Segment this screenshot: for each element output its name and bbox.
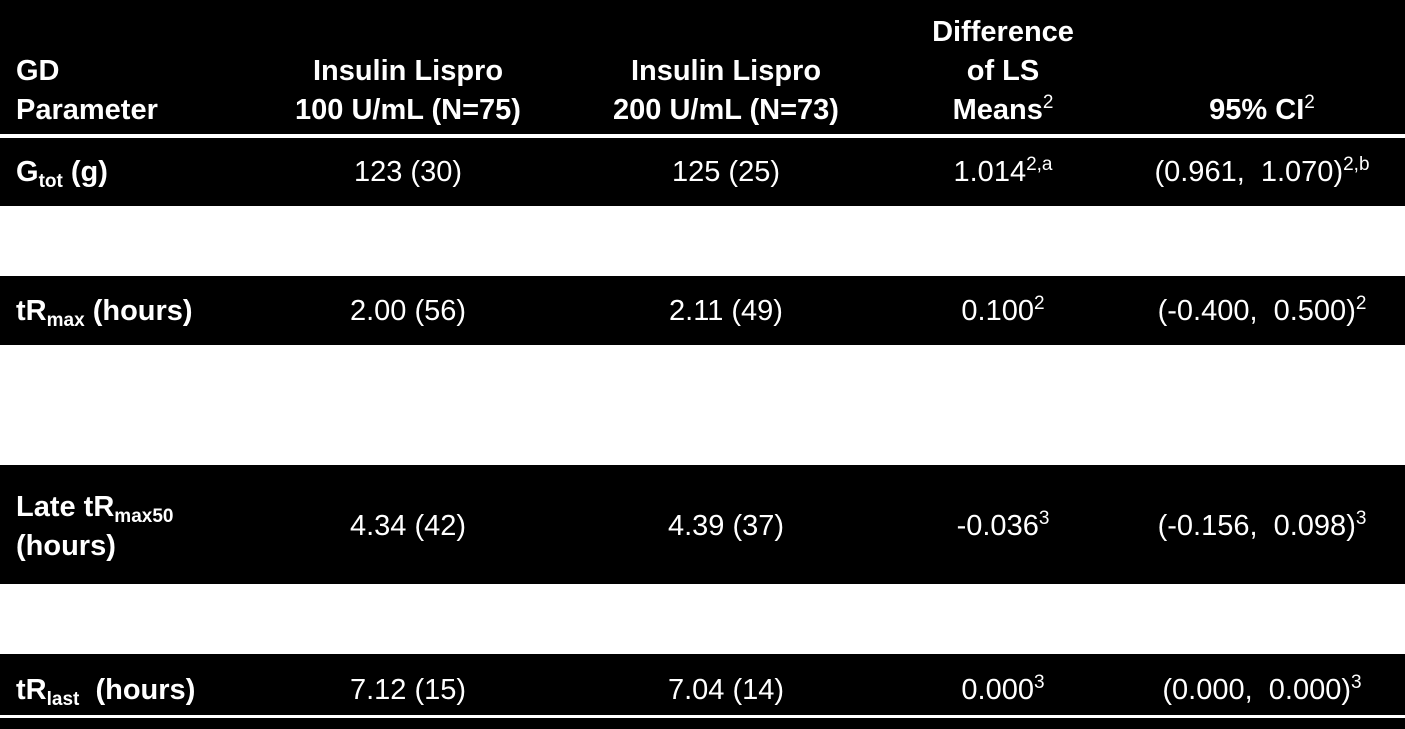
diff-value: 1.014 bbox=[953, 156, 1027, 188]
header-difference-ls-means: Difference of LS Means2 bbox=[932, 13, 1074, 130]
row-gtot-ci: (0.961, 1.070)2,b bbox=[1154, 153, 1369, 192]
header-ci-text: 95% CI bbox=[1209, 94, 1305, 126]
row-trmax-lispro-100: 2.00 (56) bbox=[349, 295, 467, 327]
ci-value: (-0.156, 0.098) bbox=[1157, 510, 1356, 542]
diff-footnote: 3 bbox=[1038, 508, 1050, 529]
row-trlast-ci: (0.000, 0.000)3 bbox=[1162, 671, 1361, 710]
header-gd-parameter: GD Parameter bbox=[16, 52, 158, 130]
table-row bbox=[0, 138, 1405, 206]
param-line2: (hours) bbox=[16, 530, 116, 562]
header-diff-line3-text: Means bbox=[952, 94, 1043, 126]
header-diff-line1: Difference bbox=[932, 16, 1074, 48]
diff-footnote: 2 bbox=[1034, 293, 1045, 314]
ci-footnote: 2 bbox=[1355, 293, 1367, 314]
row-late-trmax50-lispro-100: 4.34 (42) bbox=[349, 510, 467, 542]
row-trlast-lispro-200: 7.04 (14) bbox=[667, 674, 785, 706]
table-row bbox=[0, 465, 1405, 584]
row-late-trmax50-lispro-200: 4.39 (37) bbox=[667, 510, 785, 542]
header-diff-footnote: 2 bbox=[1042, 92, 1054, 113]
header-95-ci: 95% CI2 bbox=[1209, 91, 1315, 130]
param-subscript: max bbox=[46, 310, 85, 331]
row-gtot-lispro-100: 123 (30) bbox=[353, 156, 463, 188]
ci-footnote: 3 bbox=[1351, 672, 1362, 693]
row-gtot-parameter: Gtot (g) bbox=[16, 153, 108, 192]
diff-footnote: 3 bbox=[1034, 672, 1045, 693]
header-lispro-200: Insulin Lispro 200 U/mL (N=73) bbox=[613, 52, 839, 130]
row-trmax-parameter: tRmax (hours) bbox=[16, 292, 193, 331]
row-trlast-difference: 0.0003 bbox=[961, 671, 1044, 710]
row-trmax-lispro-200: 2.11 (49) bbox=[669, 295, 783, 327]
diff-value: 0.000 bbox=[961, 674, 1034, 706]
header-gd-line2: Parameter bbox=[16, 94, 158, 126]
param-line1: Late tRmax50 bbox=[16, 488, 173, 527]
ci-value: (0.000, 0.000) bbox=[1162, 674, 1352, 706]
header-rule bbox=[0, 134, 1405, 138]
row-trmax-difference: 0.1002 bbox=[961, 292, 1044, 331]
row-trmax-ci: (-0.400, 0.500)2 bbox=[1158, 292, 1367, 331]
param-subscript: tot bbox=[38, 171, 63, 192]
row-gtot-lispro-200: 125 (25) bbox=[671, 156, 781, 188]
param-unit: (hours) bbox=[84, 295, 193, 327]
param-unit: (hours) bbox=[79, 674, 196, 706]
row-trlast-parameter: tRlast (hours) bbox=[16, 671, 195, 710]
param-unit: (g) bbox=[62, 156, 108, 188]
header-lispro-100-line1: Insulin Lispro bbox=[312, 55, 504, 87]
bottom-rule bbox=[0, 715, 1405, 718]
table-header bbox=[0, 0, 1405, 134]
header-lispro-100: Insulin Lispro 100 U/mL (N=75) bbox=[295, 52, 521, 130]
table-row bbox=[0, 276, 1405, 345]
param-base: G bbox=[16, 156, 39, 188]
row-late-trmax50-parameter: Late tRmax50 (hours) bbox=[16, 488, 173, 566]
header-lispro-200-line2: 200 U/mL (N=73) bbox=[613, 94, 839, 126]
param-base: Late tR bbox=[16, 491, 115, 523]
header-diff-line2: of LS bbox=[966, 55, 1040, 87]
row-late-trmax50-ci: (-0.156, 0.098)3 bbox=[1158, 507, 1367, 546]
header-lispro-200-line1: Insulin Lispro bbox=[630, 55, 822, 87]
ci-value: (0.961, 1.070) bbox=[1154, 156, 1344, 188]
param-base: tR bbox=[16, 674, 47, 706]
param-subscript: max50 bbox=[114, 506, 174, 527]
row-trlast-lispro-100: 7.12 (15) bbox=[349, 674, 467, 706]
diff-footnote: 2,a bbox=[1026, 154, 1053, 175]
header-lispro-100-line2: 100 U/mL (N=75) bbox=[295, 94, 521, 126]
header-ci-footnote: 2 bbox=[1304, 92, 1315, 113]
ci-footnote: 2,b bbox=[1343, 154, 1370, 175]
ci-footnote: 3 bbox=[1355, 508, 1367, 529]
param-subscript: last bbox=[46, 689, 80, 710]
row-late-trmax50-difference: -0.0363 bbox=[957, 507, 1050, 546]
row-gtot-difference: 1.0142,a bbox=[954, 153, 1053, 192]
ci-value: (-0.400, 0.500) bbox=[1157, 295, 1356, 327]
diff-value: -0.036 bbox=[956, 510, 1039, 542]
param-base: tR bbox=[16, 295, 47, 327]
header-diff-line3: Means2 bbox=[932, 91, 1074, 130]
header-gd-line1: GD bbox=[16, 55, 60, 87]
diff-value: 0.100 bbox=[961, 295, 1034, 327]
